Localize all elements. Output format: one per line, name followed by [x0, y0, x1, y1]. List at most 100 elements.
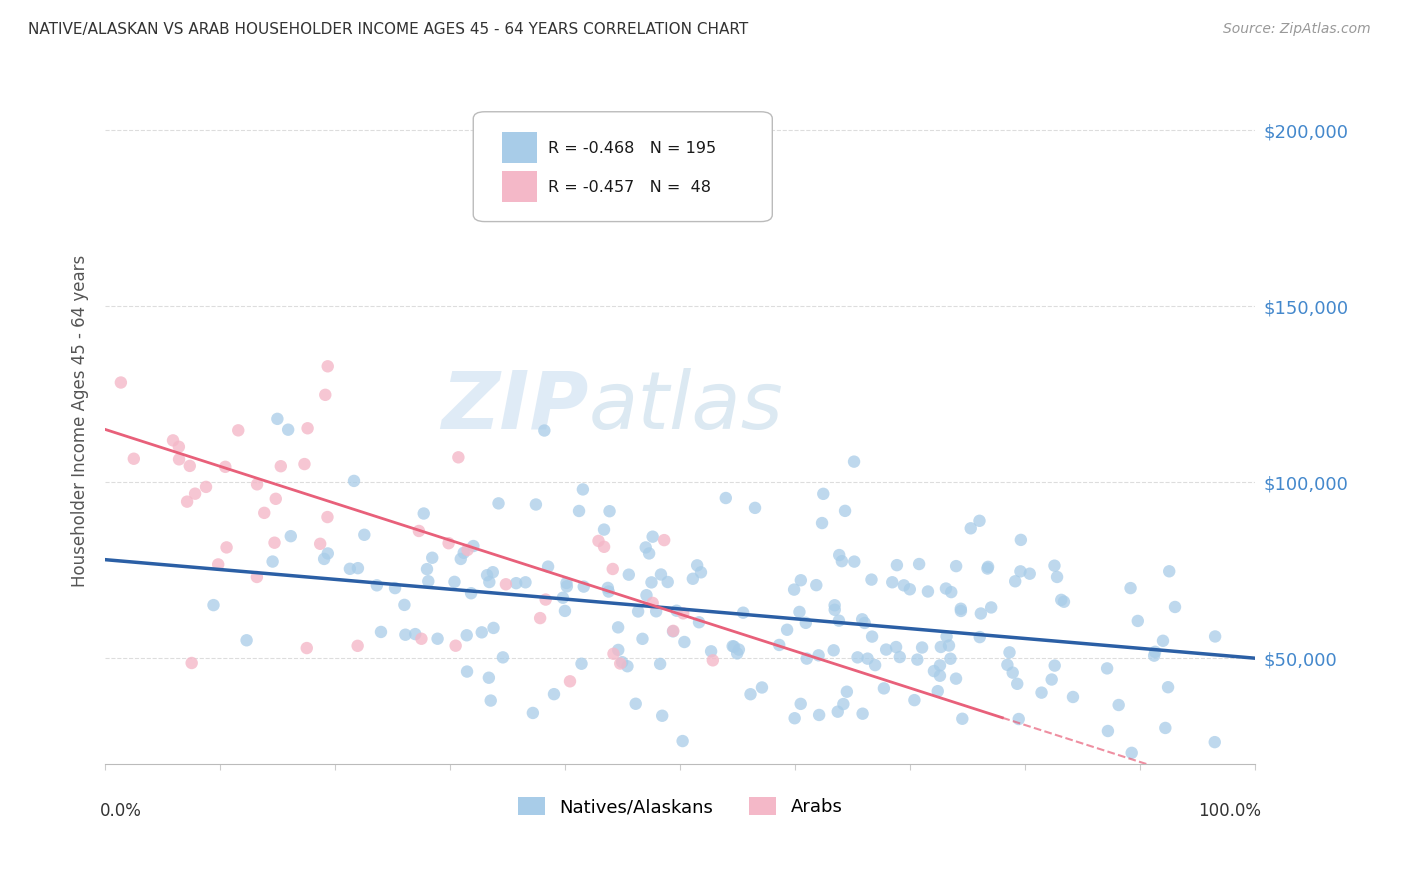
Point — [1119, 581, 1142, 595]
Point — [751, 681, 773, 695]
Legend: Natives/Alaskans, Arabs: Natives/Alaskans, Arabs — [510, 789, 851, 823]
Point — [941, 585, 963, 599]
Point — [959, 521, 981, 535]
Point — [1152, 633, 1174, 648]
Point — [976, 561, 998, 575]
Point — [627, 604, 650, 618]
Text: Source: ZipAtlas.com: Source: ZipAtlas.com — [1223, 22, 1371, 37]
Point — [672, 607, 695, 621]
Point — [1018, 566, 1040, 581]
Point — [384, 581, 406, 595]
Point — [922, 664, 945, 678]
Point — [537, 559, 560, 574]
Point — [450, 552, 472, 566]
Point — [657, 574, 679, 589]
Point — [700, 644, 723, 658]
Point — [624, 697, 647, 711]
Text: 100.0%: 100.0% — [1198, 802, 1261, 820]
Point — [846, 650, 869, 665]
Point — [471, 625, 494, 640]
Point — [886, 558, 908, 573]
Point — [939, 651, 962, 665]
Point — [554, 604, 576, 618]
Point — [1001, 665, 1024, 680]
Point — [641, 596, 664, 610]
Point — [607, 620, 630, 634]
Point — [347, 561, 370, 575]
Point — [482, 621, 505, 635]
Point — [309, 537, 332, 551]
Point — [949, 601, 972, 615]
Point — [235, 633, 257, 648]
FancyBboxPatch shape — [474, 112, 772, 221]
Point — [314, 388, 336, 402]
Point — [366, 578, 388, 592]
Point — [602, 647, 624, 661]
Point — [893, 578, 915, 592]
Point — [1108, 698, 1130, 712]
Point — [443, 574, 465, 589]
Point — [824, 599, 846, 613]
Point — [945, 672, 967, 686]
Point — [1159, 564, 1181, 578]
Point — [176, 494, 198, 508]
Point — [790, 574, 813, 588]
Point — [634, 541, 657, 555]
Point — [426, 632, 449, 646]
Point — [640, 575, 662, 590]
Point — [529, 611, 551, 625]
Point — [416, 562, 439, 576]
Point — [796, 651, 818, 665]
Point — [463, 539, 485, 553]
Point — [688, 615, 710, 630]
Point — [297, 421, 319, 435]
Point — [122, 451, 145, 466]
Y-axis label: Householder Income Ages 45 - 64 years: Householder Income Ages 45 - 64 years — [72, 254, 89, 587]
Point — [246, 477, 269, 491]
Point — [702, 653, 724, 667]
Point — [1031, 686, 1053, 700]
Point — [789, 605, 811, 619]
Point — [852, 706, 875, 721]
Text: NATIVE/ALASKAN VS ARAB HOUSEHOLDER INCOME AGES 45 - 64 YEARS CORRELATION CHART: NATIVE/ALASKAN VS ARAB HOUSEHOLDER INCOM… — [28, 22, 748, 37]
Point — [1126, 614, 1149, 628]
Point — [456, 665, 478, 679]
Point — [264, 491, 287, 506]
Point — [599, 504, 621, 518]
Point — [571, 657, 593, 671]
Point — [828, 614, 851, 628]
Text: R = -0.457   N =  48: R = -0.457 N = 48 — [548, 180, 711, 194]
Point — [1121, 746, 1143, 760]
Point — [1144, 645, 1167, 659]
Point — [744, 500, 766, 515]
Point — [832, 697, 855, 711]
Point — [314, 552, 336, 566]
Bar — [502, 132, 537, 163]
Point — [593, 523, 616, 537]
Point — [807, 648, 830, 663]
Point — [262, 555, 284, 569]
Point — [662, 624, 685, 639]
Point — [246, 570, 269, 584]
Point — [908, 557, 931, 571]
Point — [479, 693, 502, 707]
Point — [860, 630, 883, 644]
Point — [316, 359, 339, 374]
Point — [447, 450, 470, 465]
Point — [851, 612, 873, 626]
Point — [834, 504, 856, 518]
Point — [863, 658, 886, 673]
Point — [949, 604, 972, 618]
Point — [316, 510, 339, 524]
Point — [180, 656, 202, 670]
Point — [551, 591, 574, 605]
Point — [898, 582, 921, 597]
Point — [1062, 690, 1084, 704]
Point — [612, 655, 634, 669]
Point — [835, 684, 858, 698]
Point — [162, 434, 184, 448]
Point — [789, 697, 811, 711]
Point — [650, 567, 672, 582]
Point — [394, 628, 416, 642]
Point — [856, 651, 879, 665]
